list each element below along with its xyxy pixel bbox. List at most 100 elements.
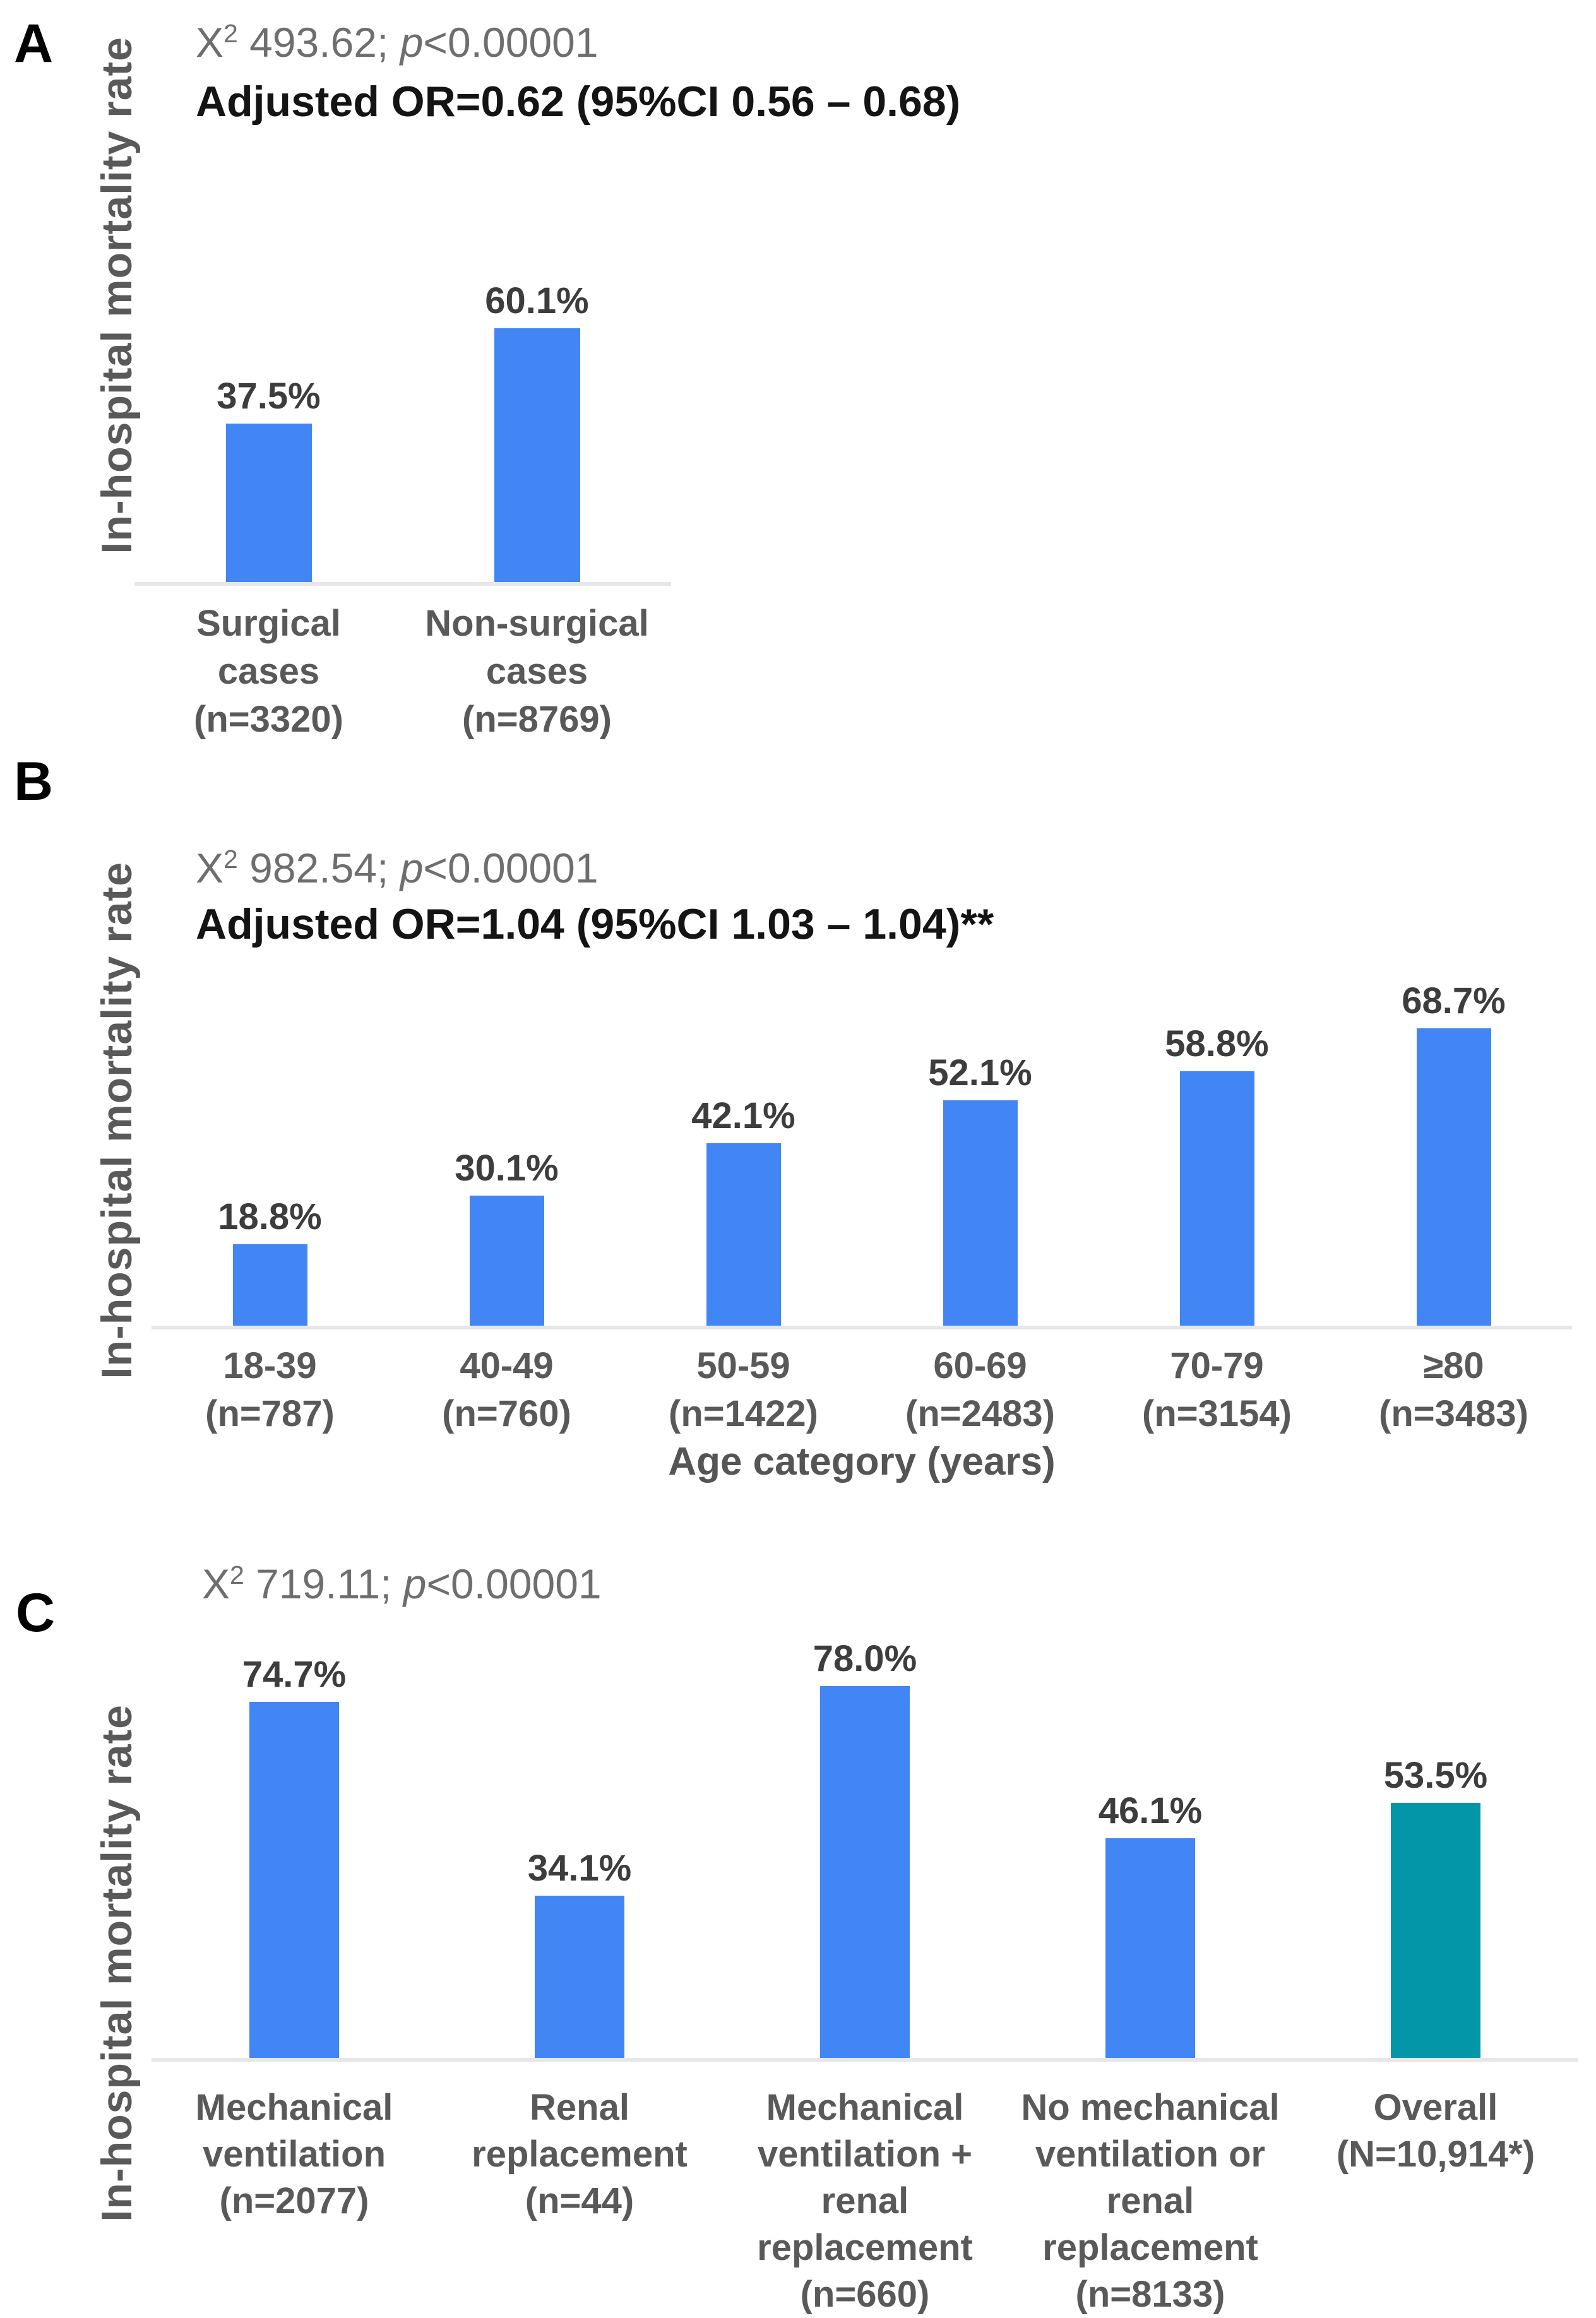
bar-value-label: 78.0% [813,1638,917,1679]
bar-slot: 58.8% [1099,997,1335,1326]
bar-value-label: 58.8% [1165,1023,1269,1064]
category-tick-line: (n=760) [442,1393,571,1434]
bar [1391,1803,1480,2058]
bar-value-label: 60.1% [485,280,589,321]
panel-a-adjusted-or: Adjusted OR=0.62 (95%CI 0.56 – 0.68) [196,78,961,126]
panel-b-chi-square-stat: X2 982.54; p<0.00001 [196,845,598,891]
category-tick-line: 50-59 [696,1345,790,1386]
category-tick-line: ≥80 [1423,1345,1484,1386]
category-tick-label: 70-79 (n=3154) [1099,1342,1335,1438]
bar-value-label: 42.1% [691,1095,795,1136]
category-tick-line: (n=8769) [462,699,612,740]
panel-a-y-axis-label: In-hospital mortality rate [93,37,141,554]
bar [535,1896,624,2058]
category-tick-label: Surgical cases (n=3320) [134,600,403,744]
category-tick-line: replacement [472,2134,688,2175]
panel-b-y-axis-label: In-hospital mortality rate [93,862,141,1379]
category-tick-label: ≥80 (n=3483) [1335,1342,1572,1438]
panel-a-category-labels: Surgical cases (n=3320) Non-surgical cases (n… [134,600,671,744]
category-tick-line: (n=660) [800,2274,930,2315]
panel-b-plot-area: 18.8% 30.1% 42.1% 52.1% 58.8% 68.7% [152,983,1572,1329]
category-tick-line: (n=3154) [1142,1393,1292,1434]
bar-value-label: 53.5% [1383,1755,1488,1796]
category-tick-line: 70-79 [1170,1345,1264,1386]
bar-value-label: 30.1% [455,1148,559,1189]
panel-c-y-axis-label: In-hospital mortality rate [93,1704,141,2222]
category-tick-line: Non-surgical [425,603,649,644]
category-tick-line: Overall [1373,2087,1498,2128]
category-tick-label: No mechanical ventilation or renal replacem… [1008,2084,1293,2318]
category-tick-line: (n=2483) [905,1393,1055,1434]
bar-slot: 78.0% [722,1641,1008,2058]
category-tick-label: Non-surgical cases (n=8769) [403,600,671,744]
category-tick-label: 50-59 (n=1422) [625,1342,862,1438]
bar-slot: 42.1% [625,997,862,1326]
bar-slot: 37.5% [134,253,403,582]
category-tick-label: Overall (N=10,914*) [1293,2084,1578,2178]
category-tick-line: (N=10,914*) [1336,2134,1535,2175]
bar-slot: 74.7% [152,1656,437,2058]
category-tick-line: ventilation [202,2134,386,2175]
panel-b-letter: B [14,751,54,812]
bar [1105,1838,1195,2058]
category-tick-line: 18-39 [223,1345,317,1386]
category-tick-line: (n=44) [525,2180,634,2221]
panel-a-chi-square-stat: X2 493.62; p<0.00001 [196,19,598,66]
panel-a-letter: A [14,13,54,74]
panel-b-adjusted-or: Adjusted OR=1.04 (95%CI 1.03 – 1.04)** [196,900,994,948]
category-tick-line: Mechanical [766,2087,964,2128]
bar-slot: 53.5% [1293,1682,1578,2058]
category-tick-label: Renal replacement (n=44) [437,2084,722,2225]
panel-a-plot-area: 37.5% 60.1% [134,253,671,586]
category-tick-line: replacement [1042,2227,1258,2268]
bar [820,1686,910,2058]
bar-value-label: 74.7% [242,1654,347,1695]
category-tick-line: (n=3320) [194,699,343,740]
bar [232,1244,307,1326]
bar-value-label: 68.7% [1402,980,1506,1021]
category-tick-line: Mechanical [195,2087,393,2128]
bar [1416,1028,1491,1326]
bar-value-label: 52.1% [928,1052,1032,1093]
bar-slot: 18.8% [152,997,388,1326]
bar [1179,1071,1254,1326]
bar [225,424,312,582]
bar-slot: 52.1% [862,997,1099,1326]
panel-c-chi-square-stat: X2 719.11; p<0.00001 [202,1560,602,1607]
bar [943,1100,1018,1326]
category-tick-label: Mechanical ventilation (n=2077) [152,2084,437,2225]
category-tick-line: (n=8133) [1075,2274,1225,2315]
category-tick-line: ventilation + [757,2134,972,2175]
category-tick-line: (n=1422) [669,1393,818,1434]
category-tick-line: renal [1106,2180,1194,2221]
panel-c-category-labels: Mechanical ventilation (n=2077) Renal replac… [152,2084,1578,2318]
category-tick-line: (n=3483) [1379,1393,1528,1434]
category-tick-line: 60-69 [933,1345,1027,1386]
category-tick-label: 60-69 (n=2483) [862,1342,1099,1438]
category-tick-line: 40-49 [460,1345,554,1386]
bar [706,1143,781,1326]
category-tick-line: cases [485,651,588,692]
category-tick-label: Mechanical ventilation + renal replacement (… [722,2084,1008,2318]
bar [494,328,580,582]
bar-value-label: 18.8% [218,1196,322,1237]
panel-b-x-axis-title: Age category (years) [668,1440,1056,1483]
category-tick-label: 18-39 (n=787) [152,1342,388,1438]
category-tick-line: (n=2077) [219,2180,369,2221]
category-tick-line: (n=787) [205,1393,335,1434]
bar-slot: 60.1% [403,253,671,582]
panel-c-plot-area: 74.7% 34.1% 78.0% 46.1% 53.5% [152,1641,1578,2062]
category-tick-line: renal [821,2180,909,2221]
bar [469,1196,544,1326]
bar-value-label: 34.1% [527,1848,632,1889]
category-tick-line: ventilation or [1035,2134,1266,2175]
category-tick-line: Renal [530,2087,629,2128]
category-tick-line: No mechanical [1021,2087,1280,2128]
panel-c-letter: C [16,1583,56,1643]
category-tick-line: replacement [757,2227,973,2268]
bar-slot: 68.7% [1335,983,1572,1326]
bar-slot: 46.1% [1008,1682,1293,2058]
bar-value-label: 46.1% [1098,1790,1203,1831]
bar-slot: 34.1% [437,1682,722,2058]
